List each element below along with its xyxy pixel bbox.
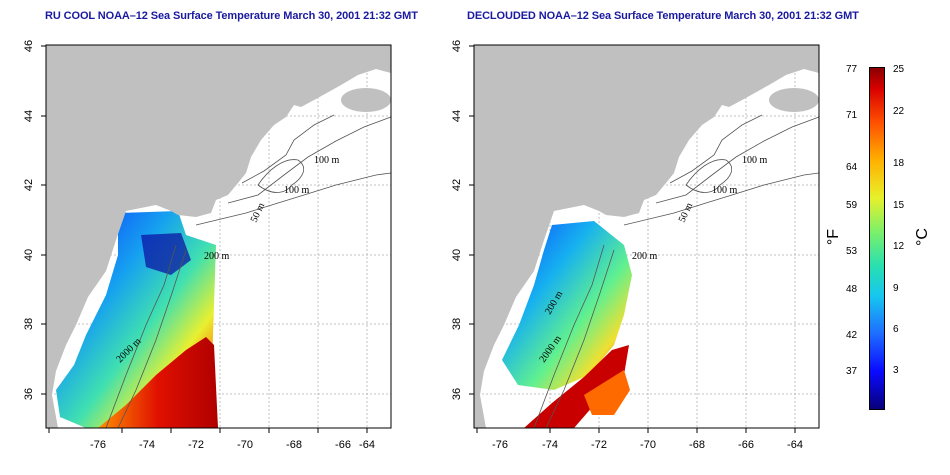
x-tick-label: -70: [640, 439, 656, 451]
x-tick-label: -68: [286, 439, 302, 451]
y-tick-label: 36: [23, 388, 35, 400]
warm-patch: [584, 370, 630, 415]
contour-label-100m-b: 100 m: [284, 185, 310, 196]
y-axis-labels: 36 38 40 42 44 46: [451, 40, 463, 400]
y-tick-label: 40: [451, 249, 463, 261]
x-tick-label: -76: [90, 439, 106, 451]
f-tick: 53: [846, 246, 858, 257]
y-axis-labels: 36 38 40 42 44 46: [23, 40, 35, 400]
y-tick-label: 38: [23, 318, 35, 330]
x-tick-label: -64: [787, 439, 803, 451]
contour-label-100m-b: 100 m: [712, 185, 738, 196]
c-tick: 9: [893, 283, 899, 294]
x-tick-label: -66: [335, 439, 351, 451]
warm-gulf-stream: [524, 345, 629, 428]
x-tick-label: -66: [738, 439, 754, 451]
x-tick-label: -76: [492, 439, 508, 451]
cold-patch: [141, 233, 191, 275]
c-tick: 25: [893, 64, 905, 75]
sst-field: [502, 221, 632, 390]
y-tick-label: 46: [23, 40, 35, 52]
celsius-unit-label: °C: [913, 228, 931, 246]
c-tick: 15: [893, 200, 905, 211]
f-tick: 48: [846, 284, 858, 295]
right-map-title: DECLOUDED NOAA–12 Sea Surface Temperatur…: [467, 10, 859, 22]
bathymetry-contours: [533, 114, 820, 429]
x-axis-labels: -76 -74 -72 -70 -68 -66 -64: [90, 439, 375, 451]
fahrenheit-unit-label: °F: [825, 228, 843, 246]
f-tick: 37: [846, 366, 858, 377]
y-tick-label: 42: [23, 179, 35, 191]
axis-ticks: [469, 45, 796, 433]
f-tick: 71: [846, 110, 858, 121]
x-tick-label: -74: [139, 439, 155, 451]
x-tick-label: -64: [359, 439, 375, 451]
left-map-title: RU COOL NOAA–12 Sea Surface Temperature …: [45, 10, 418, 22]
temperature-colorbar: [869, 67, 885, 410]
c-tick: 3: [893, 365, 899, 376]
x-tick-label: -72: [188, 439, 204, 451]
axis-ticks: [41, 45, 368, 433]
map-frame: [45, 44, 392, 429]
contour-label-200m: 200 m: [204, 251, 230, 262]
y-tick-label: 44: [23, 110, 35, 122]
contour-label-100m-a: 100 m: [314, 155, 340, 166]
c-tick: 18: [893, 158, 905, 169]
left-sst-map: 100 m 100 m 50 m 200 m 2000 m -76 -74 -7…: [23, 40, 392, 451]
f-tick: 64: [846, 162, 858, 173]
y-tick-label: 36: [451, 388, 463, 400]
x-tick-label: -72: [591, 439, 607, 451]
land-mass: [46, 45, 391, 428]
x-tick-label: -70: [237, 439, 253, 451]
warm-gulf-stream: [98, 337, 218, 428]
c-tick: 12: [893, 241, 905, 252]
right-sst-map: 100 m 100 m 50 m 200 m 200 m 2000 m -76 …: [451, 40, 820, 451]
c-tick: 6: [893, 324, 899, 335]
bathymetry-contours: [105, 114, 392, 429]
y-tick-label: 42: [451, 179, 463, 191]
f-tick: 77: [846, 64, 858, 75]
contour-label-100m-a: 100 m: [742, 155, 768, 166]
map-frame: [473, 44, 820, 429]
c-tick: 22: [893, 106, 905, 117]
land-mass: [474, 45, 819, 428]
x-tick-label: -68: [689, 439, 705, 451]
x-tick-label: -74: [542, 439, 558, 451]
y-tick-label: 46: [451, 40, 463, 52]
f-tick: 59: [846, 200, 858, 211]
y-tick-label: 44: [451, 110, 463, 122]
y-tick-label: 40: [23, 249, 35, 261]
f-tick: 42: [846, 330, 858, 341]
y-tick-label: 38: [451, 318, 463, 330]
contour-label-200m: 200 m: [632, 251, 658, 262]
x-axis-labels: -76 -74 -72 -70 -68 -66 -64: [492, 439, 803, 451]
